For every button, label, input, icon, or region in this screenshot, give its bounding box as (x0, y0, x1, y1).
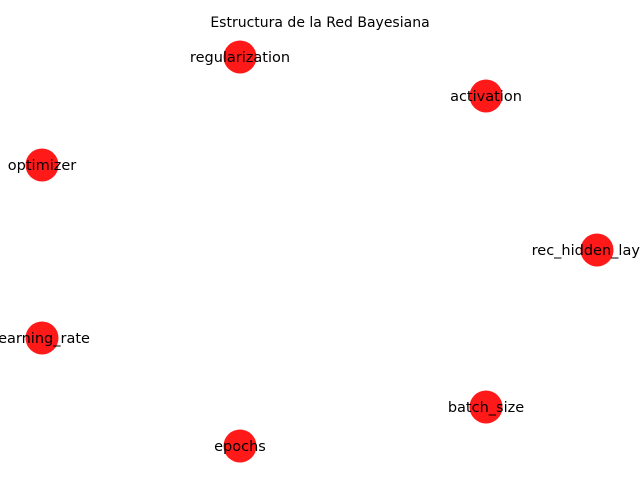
node-label: batch_size (448, 400, 524, 416)
node-circle (580, 233, 614, 267)
nodes-layer: regularization activation optimizer rec_hid… (0, 40, 640, 463)
node-epochs: epochs (214, 429, 266, 463)
node-circle (223, 429, 257, 463)
node-rec-hidden-layers: rec_hidden_layers (532, 233, 640, 267)
node-batch-size: batch_size (448, 390, 524, 424)
node-circle (469, 79, 503, 113)
node-optimizer: optimizer (8, 148, 76, 182)
node-label: learning_rate (0, 331, 90, 347)
node-learning-rate: learning_rate (0, 321, 90, 355)
graph-title: Estructura de la Red Bayesiana (210, 15, 429, 31)
node-activation: activation (450, 79, 522, 113)
node-circle (25, 148, 59, 182)
node-regularization: regularization (190, 40, 290, 74)
node-circle (469, 390, 503, 424)
node-label: optimizer (8, 158, 76, 174)
node-label: rec_hidden_layers (532, 243, 640, 259)
node-circle (25, 321, 59, 355)
node-label: epochs (214, 439, 266, 455)
node-label: activation (450, 89, 522, 105)
node-label: regularization (190, 50, 290, 66)
node-circle (223, 40, 257, 74)
